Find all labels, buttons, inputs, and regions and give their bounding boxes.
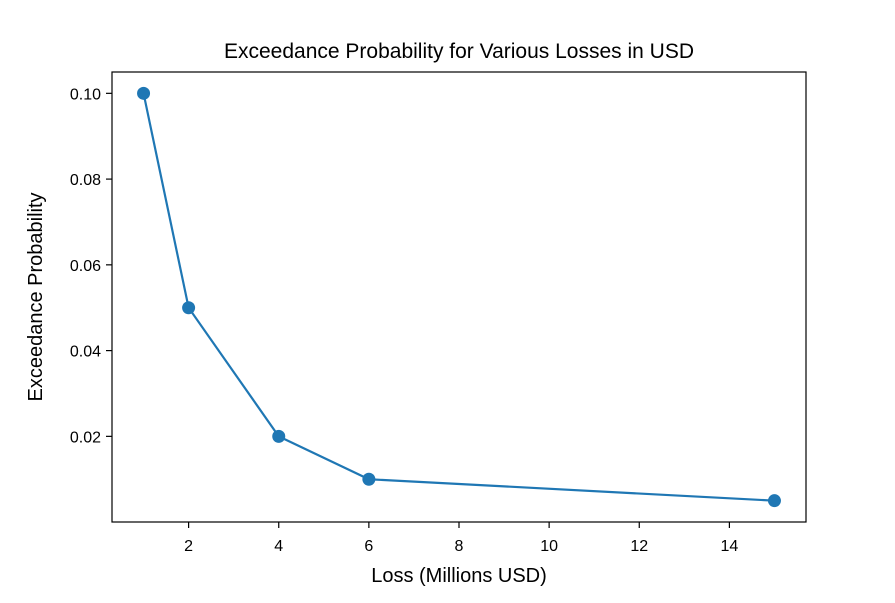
series-line <box>142 93 775 502</box>
y-tick-label: 0.04 <box>70 344 101 361</box>
y-axis-label: Exceedance Probability <box>25 192 47 401</box>
data-point <box>182 301 196 315</box>
x-tick-label: 6 <box>364 538 373 555</box>
x-tick-label: 14 <box>720 538 738 555</box>
x-axis-ticks: 2 4 6 8 10 12 14 <box>184 522 738 555</box>
x-tick-label: 2 <box>184 538 193 555</box>
x-tick-label: 10 <box>540 538 558 555</box>
series-markers <box>137 86 781 508</box>
data-point <box>137 86 151 100</box>
y-tick-label: 0.10 <box>70 86 101 103</box>
x-axis-label: Loss (Millions USD) <box>371 565 547 587</box>
x-tick-label: 8 <box>455 538 464 555</box>
y-axis-ticks: 0.02 0.04 0.06 0.08 0.10 <box>70 86 112 446</box>
data-point <box>272 429 286 443</box>
y-tick-label: 0.06 <box>70 258 101 275</box>
plot-area-frame <box>111 71 807 523</box>
y-tick-label: 0.08 <box>70 172 101 189</box>
y-tick-label: 0.02 <box>70 429 101 446</box>
x-tick-label: 12 <box>630 538 648 555</box>
chart-title: Exceedance Probability for Various Losse… <box>224 40 694 63</box>
data-point <box>767 494 781 508</box>
data-point <box>362 472 376 486</box>
x-tick-label: 4 <box>274 538 283 555</box>
